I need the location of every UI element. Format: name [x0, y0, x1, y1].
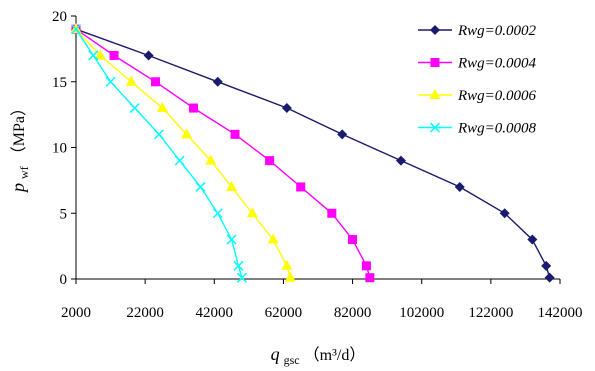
data-point	[205, 154, 217, 165]
legend-marker	[429, 89, 441, 99]
data-point	[454, 181, 465, 192]
data-point-stroke	[174, 155, 185, 166]
data-point-stroke	[105, 76, 116, 87]
series-2	[71, 24, 375, 283]
y-tick-label: 5	[60, 206, 68, 222]
data-point	[281, 103, 292, 114]
data-point	[348, 235, 358, 245]
x-tick-label: 42000	[196, 305, 234, 321]
series-4	[70, 24, 247, 283]
data-point	[337, 129, 348, 140]
y-axis-unit: （MPa）	[10, 100, 28, 162]
legend-label: Rwg=0.0008	[457, 121, 537, 137]
y-tick-label: 20	[52, 9, 67, 25]
data-point	[153, 129, 165, 140]
series-line	[75, 28, 371, 278]
data-point	[365, 273, 375, 283]
data-point	[527, 234, 538, 245]
data-point-stroke	[195, 181, 206, 192]
data-point	[541, 260, 552, 271]
data-point	[233, 260, 244, 271]
x-tick-label: 82000	[334, 305, 372, 321]
x-axis-sub: gsc	[284, 353, 300, 367]
x-tick-label: 2000	[61, 305, 91, 321]
data-point	[395, 155, 406, 166]
data-point	[156, 102, 168, 113]
data-point-stroke	[226, 234, 237, 245]
data-point	[281, 259, 293, 270]
data-point-stroke	[153, 129, 165, 140]
data-point	[265, 156, 275, 166]
data-point-stroke	[70, 24, 82, 35]
x-axis-unit: （m³/d）	[304, 346, 366, 364]
y-axis-var: p	[8, 183, 28, 194]
data-point	[296, 182, 306, 192]
data-point-stroke	[88, 50, 99, 61]
data-point-stroke	[129, 103, 140, 114]
data-point	[361, 261, 371, 271]
data-point	[236, 272, 247, 283]
data-point-stroke	[212, 208, 223, 219]
data-point	[109, 50, 119, 60]
series-line	[75, 28, 291, 278]
legend-label: Rwg=0.0006	[457, 88, 537, 104]
series-group	[70, 23, 555, 283]
data-point	[125, 75, 137, 86]
data-point	[94, 49, 106, 60]
data-point	[70, 24, 82, 35]
x-tick-label: 122000	[468, 305, 513, 321]
data-point	[189, 103, 199, 113]
data-point	[181, 128, 193, 139]
legend-label: Rwg=0.0004	[457, 56, 537, 72]
legend-entry-3: Rwg=0.0006	[418, 88, 537, 104]
data-point	[212, 76, 223, 87]
data-point	[230, 129, 240, 139]
legend-marker	[430, 25, 440, 35]
data-point	[284, 271, 296, 282]
y-tick-label: 15	[52, 75, 67, 91]
x-tick-label: 62000	[265, 305, 303, 321]
data-point	[151, 77, 161, 87]
x-tick-label: 142000	[538, 305, 583, 321]
data-point	[246, 207, 258, 218]
legend: Rwg=0.0002 Rwg=0.0004 Rwg=0.0006 Rwg=0.0008	[418, 23, 537, 137]
x-axis-var: q	[271, 344, 280, 364]
axes: 0 5 10 15 20 2000 22000 42000 62000 82000 102000 12…	[52, 9, 583, 321]
legend-entry-4: Rwg=0.0008	[418, 121, 537, 137]
data-point	[267, 233, 279, 244]
data-point-stroke	[233, 260, 244, 271]
y-tick-label: 0	[60, 272, 68, 288]
legend-marker	[429, 122, 441, 133]
data-point	[212, 208, 223, 219]
data-point	[143, 50, 154, 61]
data-point	[499, 208, 510, 219]
legend-marker-stroke	[429, 122, 441, 133]
y-tick-label: 10	[52, 141, 67, 157]
x-axis-title: q gsc （m³/d）	[271, 344, 366, 368]
data-point	[105, 76, 116, 87]
data-point	[129, 103, 140, 114]
y-axis-title: p wf （MPa）	[8, 100, 32, 194]
legend-label: Rwg=0.0002	[457, 23, 537, 39]
legend-entry-2: Rwg=0.0004	[418, 56, 537, 72]
series-1	[71, 24, 555, 283]
legend-marker	[430, 58, 440, 67]
data-point	[226, 234, 237, 245]
y-axis-sub: wf	[17, 166, 31, 179]
data-point	[327, 208, 337, 218]
series-3	[70, 23, 296, 282]
x-tick-label: 22000	[126, 305, 164, 321]
legend-entry-1: Rwg=0.0002	[418, 23, 537, 39]
data-point-stroke	[236, 272, 247, 283]
x-tick-label: 102000	[399, 305, 444, 321]
series-line	[75, 28, 243, 278]
data-point	[195, 181, 206, 192]
data-point	[544, 272, 555, 283]
data-point	[226, 180, 238, 191]
data-point	[88, 50, 99, 61]
data-point	[174, 155, 185, 166]
